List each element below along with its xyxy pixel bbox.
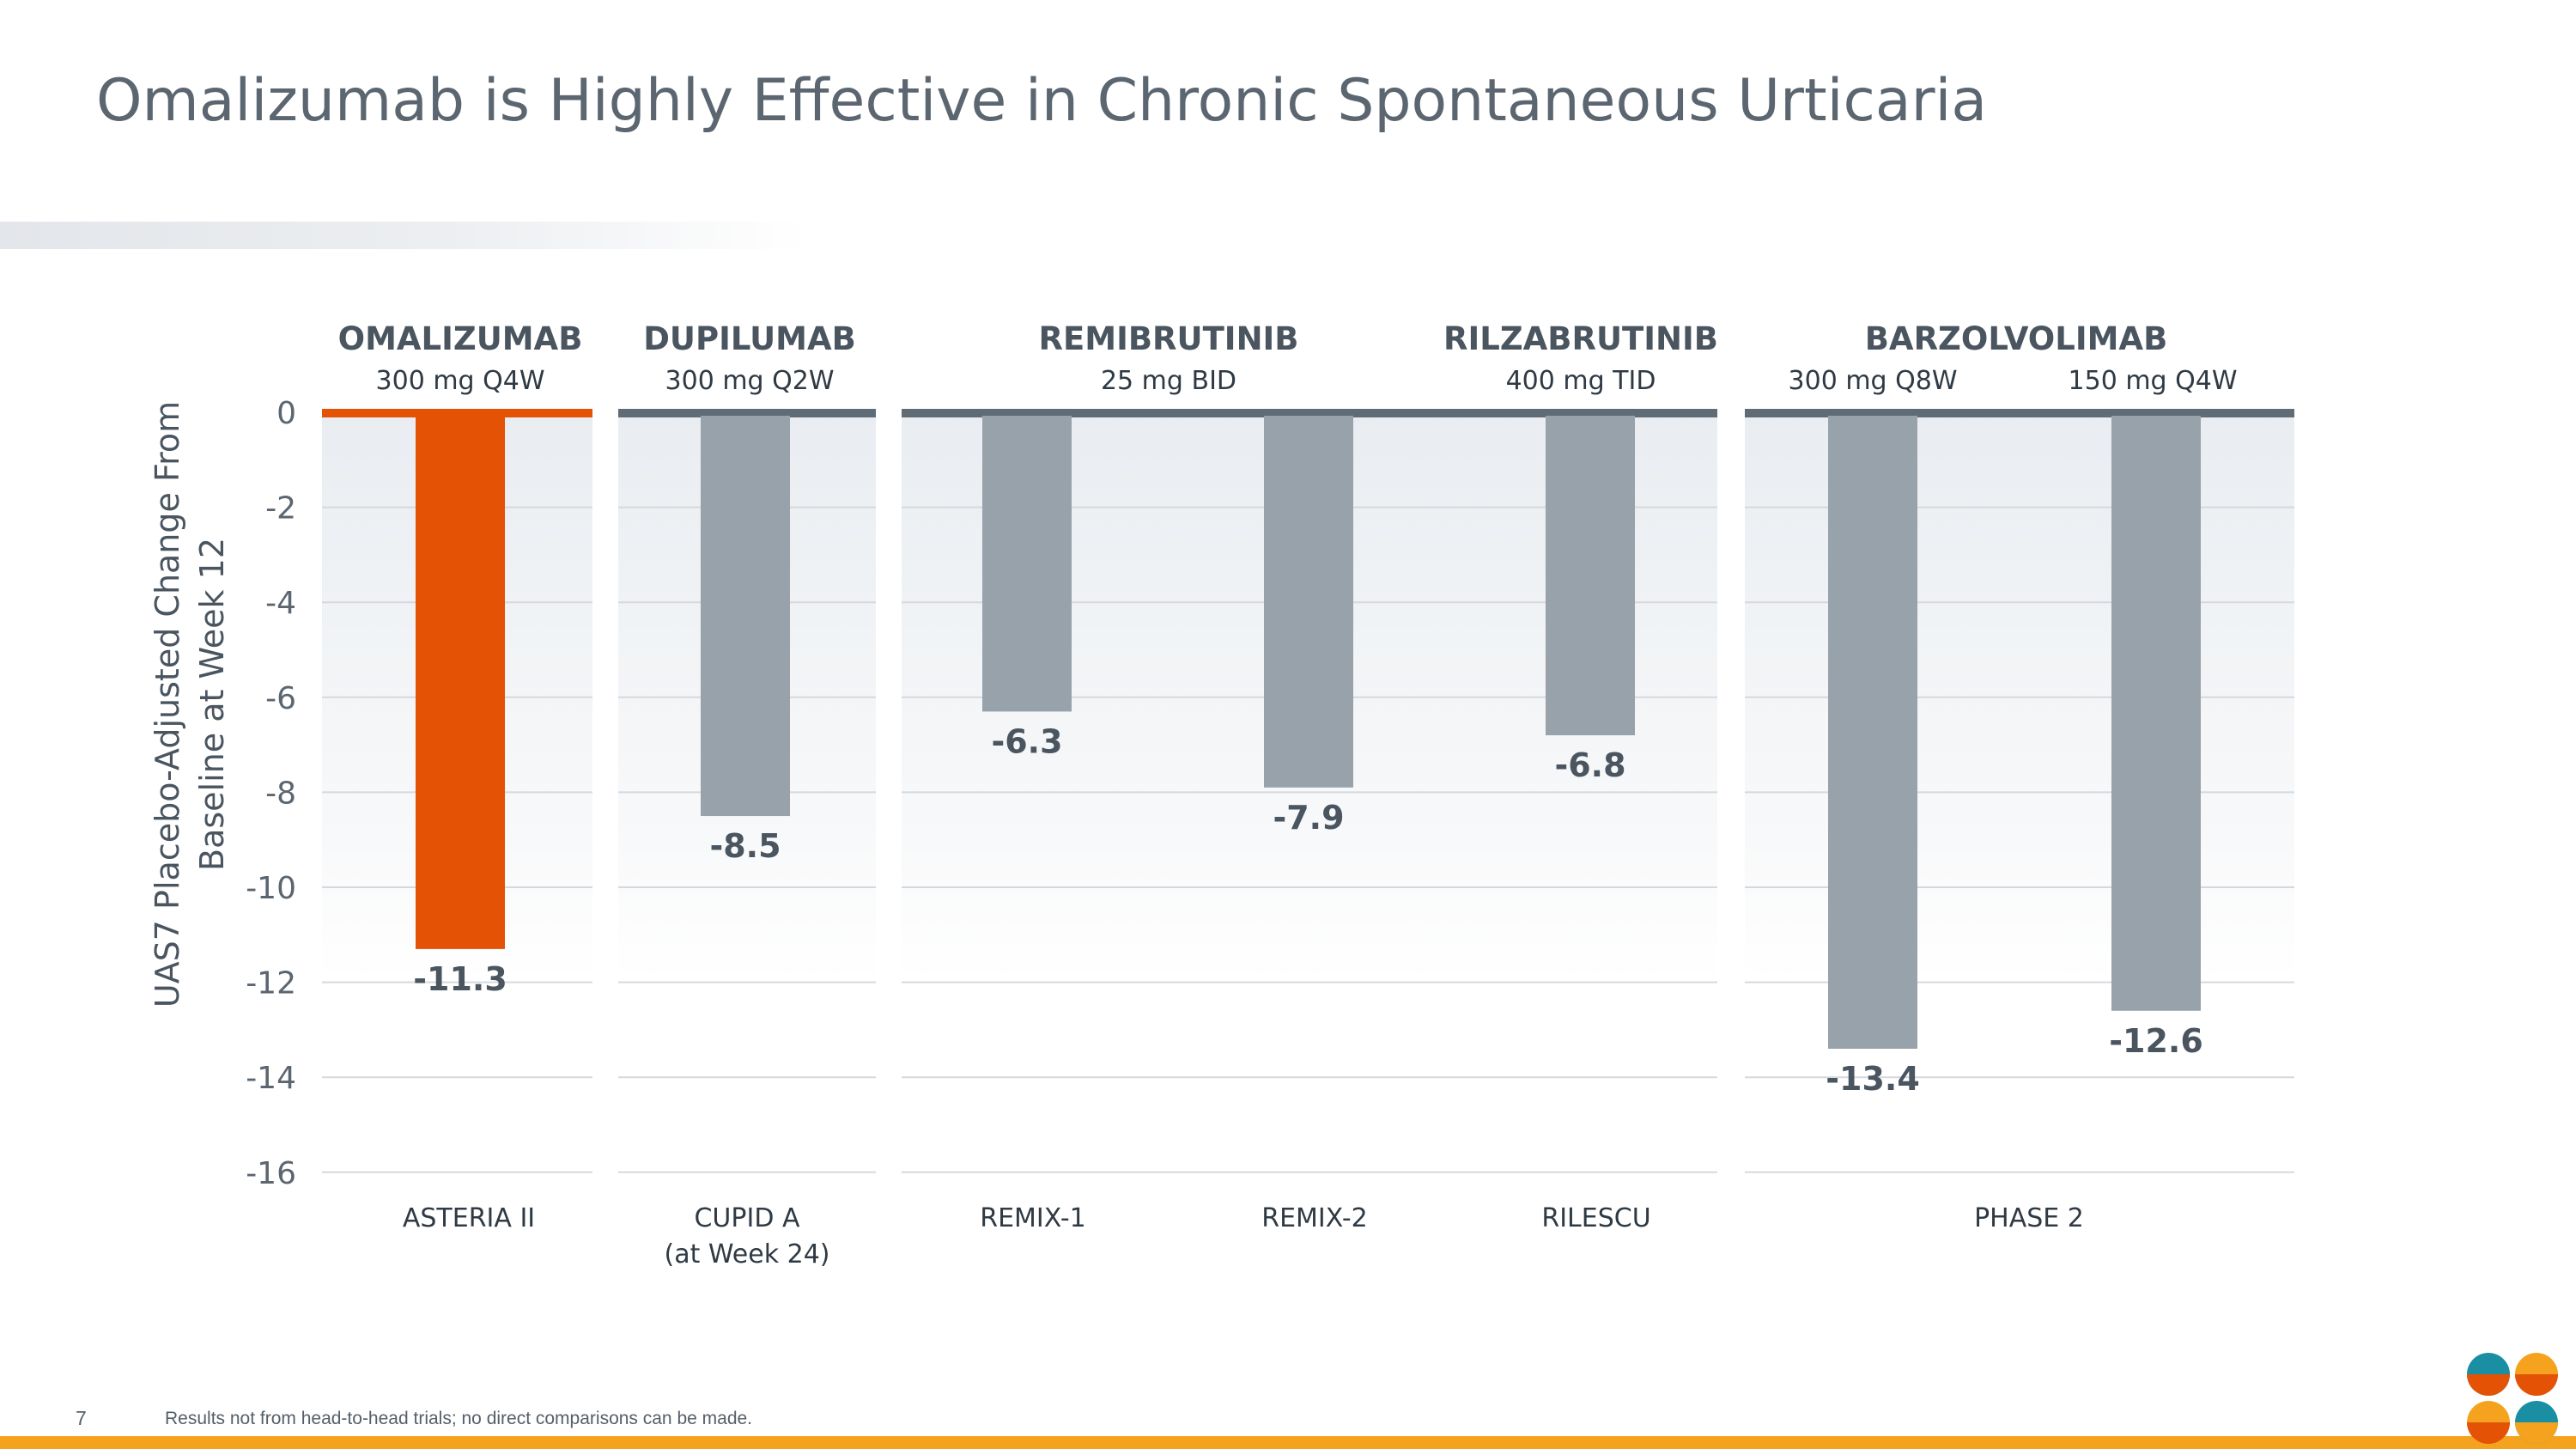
drug-name-omalizumab: OMALIZUMAB bbox=[338, 320, 583, 357]
page-number: 7 bbox=[76, 1407, 87, 1429]
zero-baseline bbox=[322, 409, 592, 417]
y-tick-label: -10 bbox=[246, 871, 296, 906]
y-tick-label: -16 bbox=[246, 1156, 296, 1191]
dose-label: 150 mg Q4W bbox=[2069, 366, 2238, 396]
y-tick-label: -4 bbox=[265, 586, 296, 621]
bar--6.3 bbox=[982, 416, 1072, 712]
y-axis-title: UAS7 Placebo-Adjusted Change From Baselin… bbox=[149, 401, 231, 1008]
bar--12.6 bbox=[2111, 416, 2201, 1011]
y-tick-label: -2 bbox=[265, 491, 296, 527]
trial-label: PHASE 2 bbox=[1974, 1203, 2084, 1233]
bar--13.4 bbox=[1828, 416, 1917, 1050]
logo-petal-bl bbox=[2467, 1401, 2510, 1444]
y-tick-label: -12 bbox=[246, 966, 296, 1002]
footnote: Results not from head-to-head trials; no… bbox=[165, 1409, 753, 1428]
dose-label: 300 mg Q2W bbox=[665, 366, 835, 396]
uas7-bar-chart: 0 -2 -4 -6 -8 -10 -12 -14 -16 UAS7 Placebo-Adjust… bbox=[149, 320, 2294, 1269]
zero-baseline bbox=[1745, 409, 2294, 417]
slide-title: Omalizumab is Highly Effective in Chroni… bbox=[96, 67, 1988, 135]
logo-petal-tl bbox=[2467, 1353, 2510, 1396]
bar--11.3 bbox=[416, 416, 505, 949]
y-tick-label: 0 bbox=[276, 396, 296, 431]
y-tick-label: -8 bbox=[265, 776, 296, 811]
logo-petal-tr bbox=[2515, 1353, 2558, 1396]
value-label: -6.3 bbox=[991, 722, 1062, 760]
dose-label: 25 mg BID bbox=[1101, 366, 1236, 396]
y-tick-label: -6 bbox=[265, 681, 296, 716]
value-label: -13.4 bbox=[1826, 1060, 1920, 1098]
value-label: -7.9 bbox=[1273, 799, 1344, 837]
trial-label: ASTERIA II bbox=[403, 1203, 535, 1233]
trial-label: RILESCU bbox=[1541, 1203, 1650, 1233]
drug-name-remibrutinib: REMIBRUTINIB bbox=[1038, 320, 1298, 357]
logo-petal-br-half bbox=[2515, 1422, 2558, 1444]
logo-petal-tl-half bbox=[2467, 1374, 2510, 1396]
bar--6.8 bbox=[1546, 416, 1635, 736]
y-axis-title-line-2: Baseline at Week 12 bbox=[193, 538, 231, 871]
value-label: -6.8 bbox=[1554, 746, 1625, 784]
value-label: -8.5 bbox=[709, 827, 781, 865]
trial-label: CUPID A bbox=[694, 1203, 799, 1233]
y-tick-label: -14 bbox=[246, 1061, 296, 1096]
trial-label: REMIX-1 bbox=[980, 1203, 1086, 1233]
title-underline bbox=[0, 222, 807, 249]
zero-baseline bbox=[618, 409, 876, 417]
logo-petal-br bbox=[2515, 1401, 2558, 1444]
bar--8.5 bbox=[701, 416, 790, 817]
zero-baseline bbox=[902, 409, 1717, 417]
value-label: -11.3 bbox=[413, 960, 507, 998]
value-label: -12.6 bbox=[2109, 1022, 2203, 1060]
trial-label: (at Week 24) bbox=[665, 1239, 830, 1269]
drug-name-dupilumab: DUPILUMAB bbox=[643, 320, 856, 357]
bar--7.9 bbox=[1264, 416, 1353, 788]
logo-petal-tr-half bbox=[2515, 1374, 2558, 1396]
y-axis-title-line-1: UAS7 Placebo-Adjusted Change From bbox=[149, 401, 186, 1008]
dose-label: 300 mg Q8W bbox=[1789, 366, 1958, 396]
logo-petal-bl-half bbox=[2467, 1422, 2510, 1444]
trial-label: REMIX-2 bbox=[1261, 1203, 1368, 1233]
footer-accent-bar bbox=[0, 1436, 2576, 1449]
drug-name-rilzabrutinib: RILZABRUTINIB bbox=[1443, 320, 1718, 357]
drug-name-barzolvolimab: BARZOLVOLIMAB bbox=[1865, 320, 2168, 357]
dose-label: 300 mg Q4W bbox=[376, 366, 545, 396]
four-petal-logo bbox=[2467, 1353, 2558, 1444]
dose-label: 400 mg TID bbox=[1506, 366, 1656, 396]
